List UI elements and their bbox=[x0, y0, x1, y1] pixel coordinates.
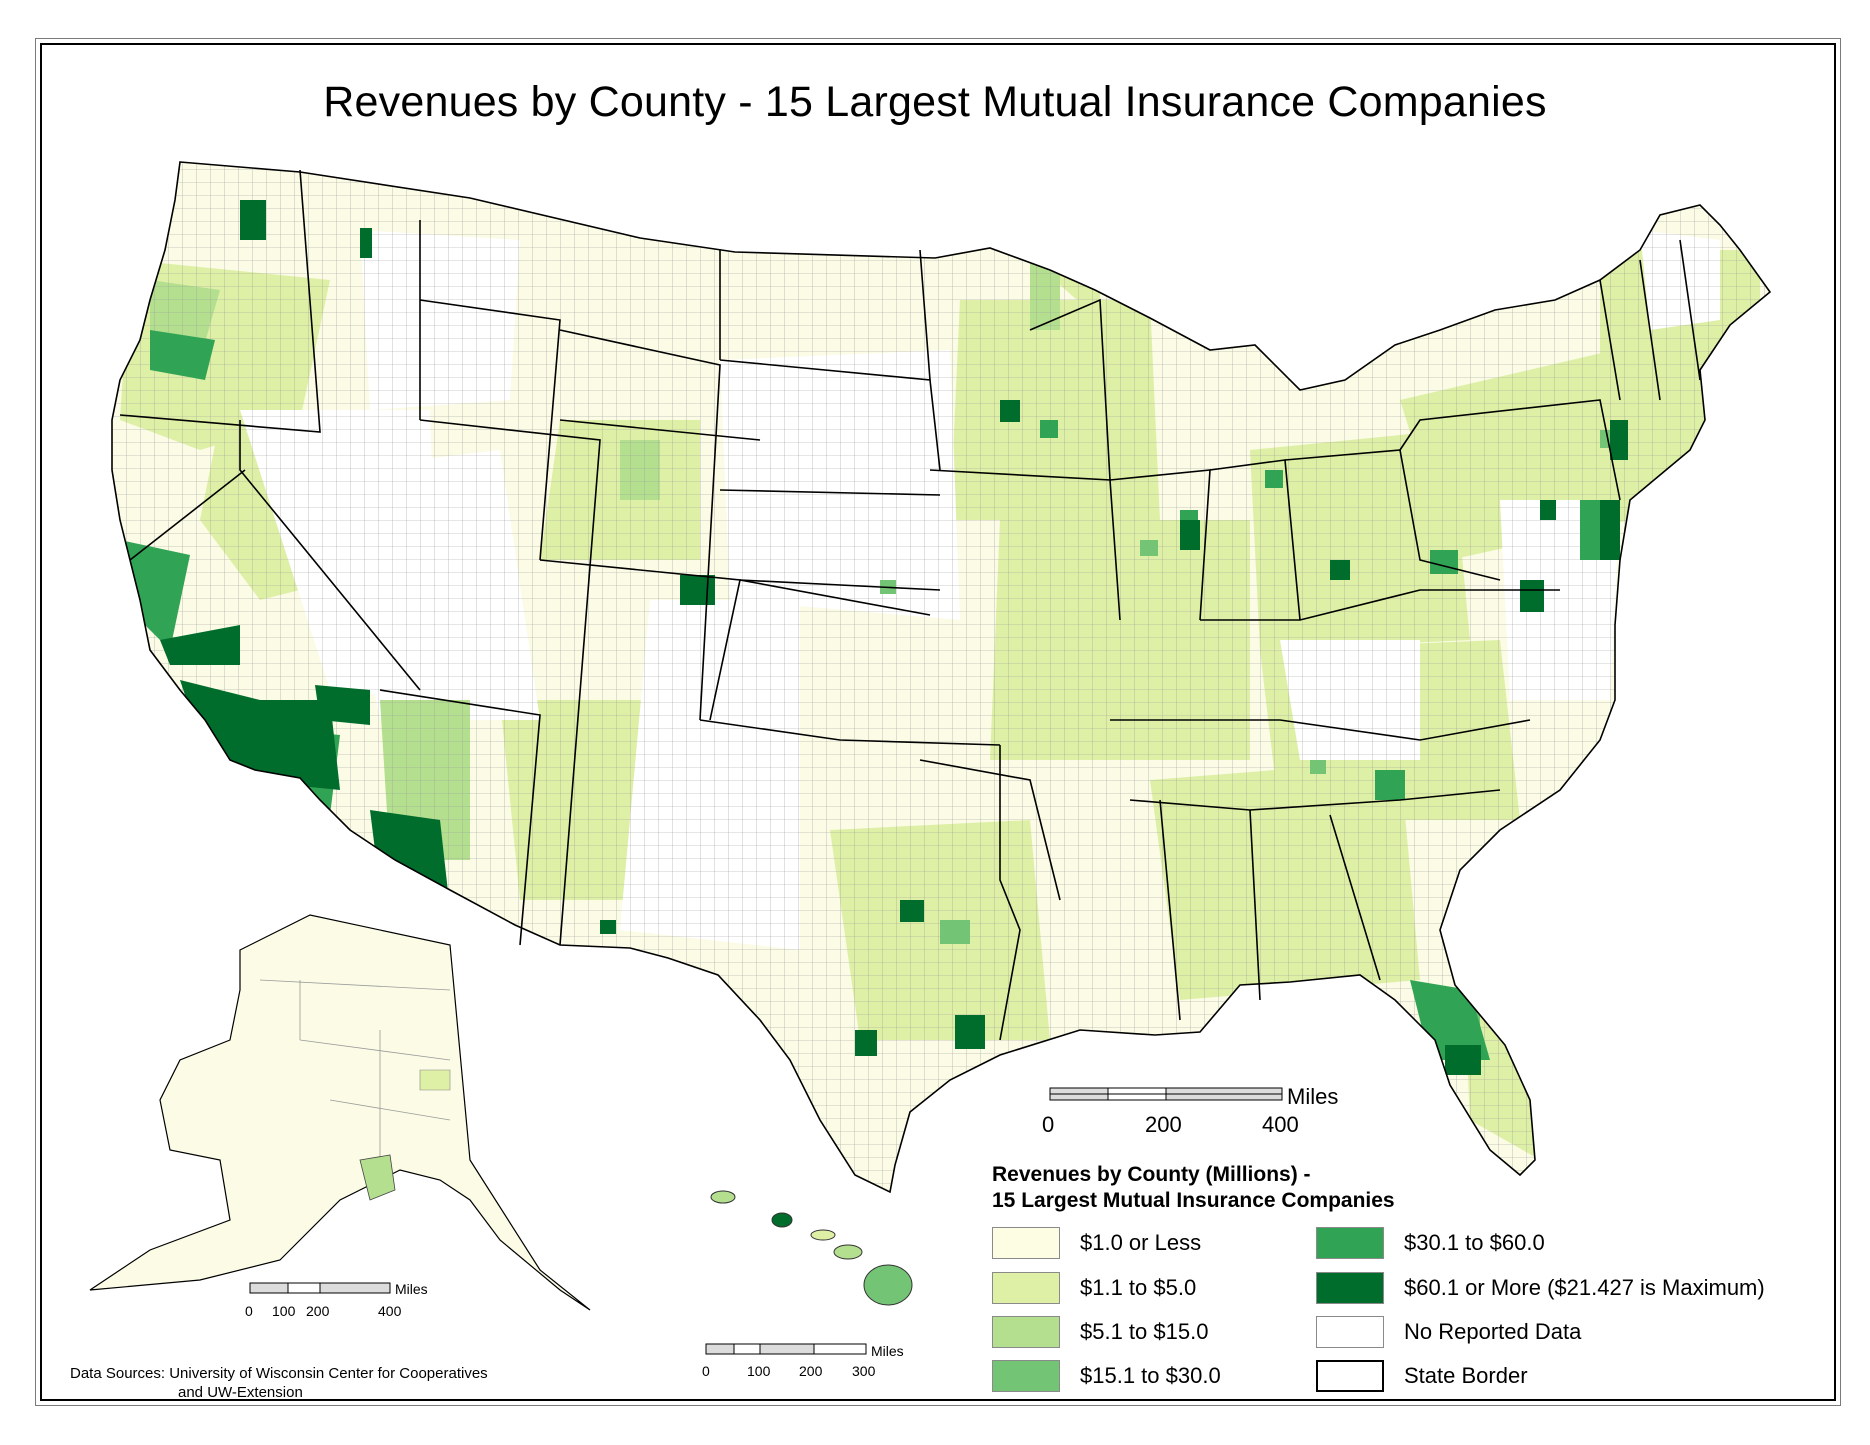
legend-swatch bbox=[992, 1272, 1060, 1304]
legend-swatch bbox=[1316, 1316, 1384, 1348]
legend-title: Revenues by County (Millions) - 15 Large… bbox=[992, 1162, 1395, 1214]
legend-title-line2: 15 Largest Mutual Insurance Companies bbox=[992, 1189, 1395, 1212]
map-title: Revenues by County - 15 Largest Mutual I… bbox=[323, 78, 1547, 126]
map-neatline bbox=[40, 43, 1836, 1401]
legend-swatch bbox=[1316, 1227, 1384, 1259]
legend-label: $60.1 or More ($21.427 is Maximum) bbox=[1404, 1275, 1765, 1300]
alaska-scale-tick: 0 bbox=[245, 1303, 253, 1319]
legend-label: $1.0 or Less bbox=[1080, 1230, 1202, 1255]
legend-swatch bbox=[1316, 1360, 1384, 1392]
conus-scale-tick: 400 bbox=[1262, 1112, 1299, 1137]
legend-label: $1.1 to $5.0 bbox=[1080, 1275, 1197, 1300]
alaska-scale-unit: Miles bbox=[395, 1281, 428, 1297]
conus-scale-tick: 200 bbox=[1145, 1112, 1182, 1137]
alaska-scale-tick: 200 bbox=[306, 1303, 330, 1319]
legend-label: $5.1 to $15.0 bbox=[1080, 1319, 1209, 1344]
data-sources-line1: Data Sources: University of Wisconsin Ce… bbox=[70, 1365, 488, 1382]
legend-swatch bbox=[992, 1316, 1060, 1348]
conus-scale-unit: Miles bbox=[1287, 1084, 1339, 1109]
legend-item-class-6: $60.1 or More ($21.427 is Maximum) bbox=[1316, 1270, 1765, 1306]
legend-swatch bbox=[992, 1227, 1060, 1259]
alaska-scale-tick: 100 bbox=[272, 1303, 296, 1319]
legend-label: No Reported Data bbox=[1404, 1319, 1582, 1344]
conus-scale-tick: 0 bbox=[1042, 1112, 1055, 1137]
data-sources-line2: and UW-Extension bbox=[178, 1384, 303, 1401]
hawaii-scale-bar bbox=[705, 1343, 867, 1355]
data-sources-note: Data Sources: University of Wisconsin Ce… bbox=[70, 1364, 488, 1402]
legend-swatch bbox=[1316, 1272, 1384, 1304]
hawaii-scale-tick: 300 bbox=[852, 1363, 876, 1379]
legend-item-class-4: $15.1 to $30.0 bbox=[992, 1358, 1221, 1394]
alaska-scale-tick: 400 bbox=[378, 1303, 402, 1319]
conus-scale-bar bbox=[1049, 1087, 1283, 1101]
map-outer-frame bbox=[35, 38, 1841, 1406]
legend-title-line1: Revenues by County (Millions) - bbox=[992, 1163, 1311, 1186]
hawaii-scale-tick: 200 bbox=[799, 1363, 823, 1379]
legend-label: $15.1 to $30.0 bbox=[1080, 1363, 1221, 1388]
legend-item-class-5: $30.1 to $60.0 bbox=[1316, 1225, 1545, 1261]
hawaii-scale-tick: 100 bbox=[747, 1363, 771, 1379]
legend-item-class-1: $1.0 or Less bbox=[992, 1225, 1201, 1261]
legend-item-class-3: $5.1 to $15.0 bbox=[992, 1314, 1208, 1350]
legend-label: State Border bbox=[1404, 1363, 1528, 1388]
legend-item-no-data: No Reported Data bbox=[1316, 1314, 1581, 1350]
legend-label: $30.1 to $60.0 bbox=[1404, 1230, 1545, 1255]
legend-item-class-2: $1.1 to $5.0 bbox=[992, 1270, 1196, 1306]
legend-item-state-border: State Border bbox=[1316, 1358, 1528, 1394]
legend-swatch bbox=[992, 1360, 1060, 1392]
hawaii-scale-unit: Miles bbox=[871, 1343, 904, 1359]
hawaii-inset bbox=[710, 1190, 913, 1306]
hawaii-scale-tick: 0 bbox=[702, 1363, 710, 1379]
alaska-inset bbox=[89, 914, 591, 1311]
alaska-scale-bar bbox=[249, 1282, 391, 1294]
